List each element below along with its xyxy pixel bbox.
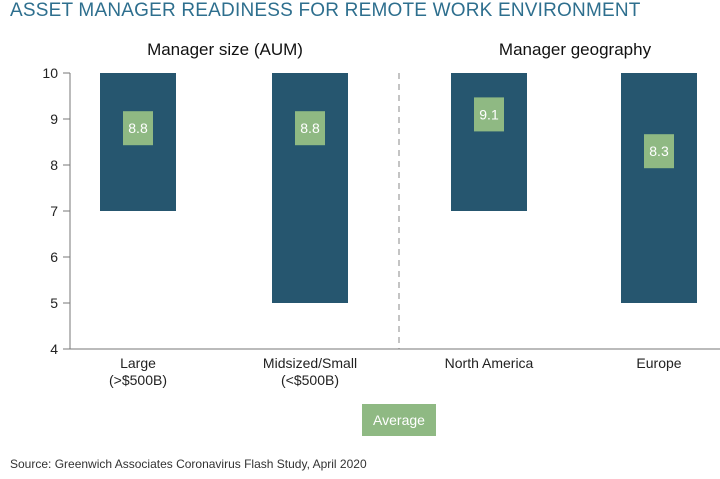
- average-label: 9.1: [479, 106, 499, 122]
- x-category-label: Midsized/Small: [263, 355, 357, 371]
- average-label: 8.8: [300, 120, 320, 136]
- source-note: Source: Greenwich Associates Coronavirus…: [10, 457, 367, 471]
- y-tick-label: 8: [50, 157, 58, 173]
- average-label: 8.8: [128, 120, 148, 136]
- average-marker: [123, 111, 153, 146]
- y-tick-label: 7: [50, 203, 58, 219]
- x-category-label: (<$500B): [281, 372, 339, 388]
- range-bar: [451, 73, 527, 211]
- range-bar: [621, 73, 697, 303]
- y-tick-label: 6: [50, 249, 58, 265]
- average-marker: [474, 97, 504, 132]
- y-tick-label: 9: [50, 111, 58, 127]
- panel-title-manager-geography: Manager geography: [498, 40, 652, 59]
- average-label: 8.3: [649, 143, 669, 159]
- average-marker: [644, 134, 674, 169]
- y-axis: 4 5 6 7 8 9 10: [42, 65, 71, 357]
- bars-group: 8.8 Large(>$500B) 8.8 Midsized/Small(<$500B…: [100, 73, 697, 388]
- x-category-label: North America: [445, 355, 534, 371]
- x-category-label: (>$500B): [109, 372, 167, 388]
- y-tick-label: 5: [50, 295, 58, 311]
- range-bar: [272, 73, 348, 303]
- x-category-label: Europe: [636, 355, 681, 371]
- average-marker: [295, 111, 325, 146]
- chart-title: ASSET MANAGER READINESS FOR REMOTE WORK …: [10, 0, 641, 21]
- y-tick-label: 4: [50, 341, 58, 357]
- panel-title-manager-size: Manager size (AUM): [147, 40, 303, 59]
- y-tick-label: 10: [42, 65, 58, 81]
- x-category-label: Large: [120, 355, 156, 371]
- legend-average: Average: [362, 404, 436, 436]
